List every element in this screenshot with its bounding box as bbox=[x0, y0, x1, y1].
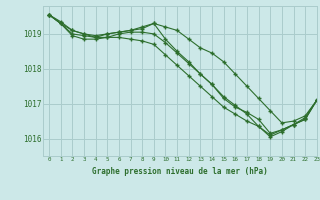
X-axis label: Graphe pression niveau de la mer (hPa): Graphe pression niveau de la mer (hPa) bbox=[92, 167, 268, 176]
